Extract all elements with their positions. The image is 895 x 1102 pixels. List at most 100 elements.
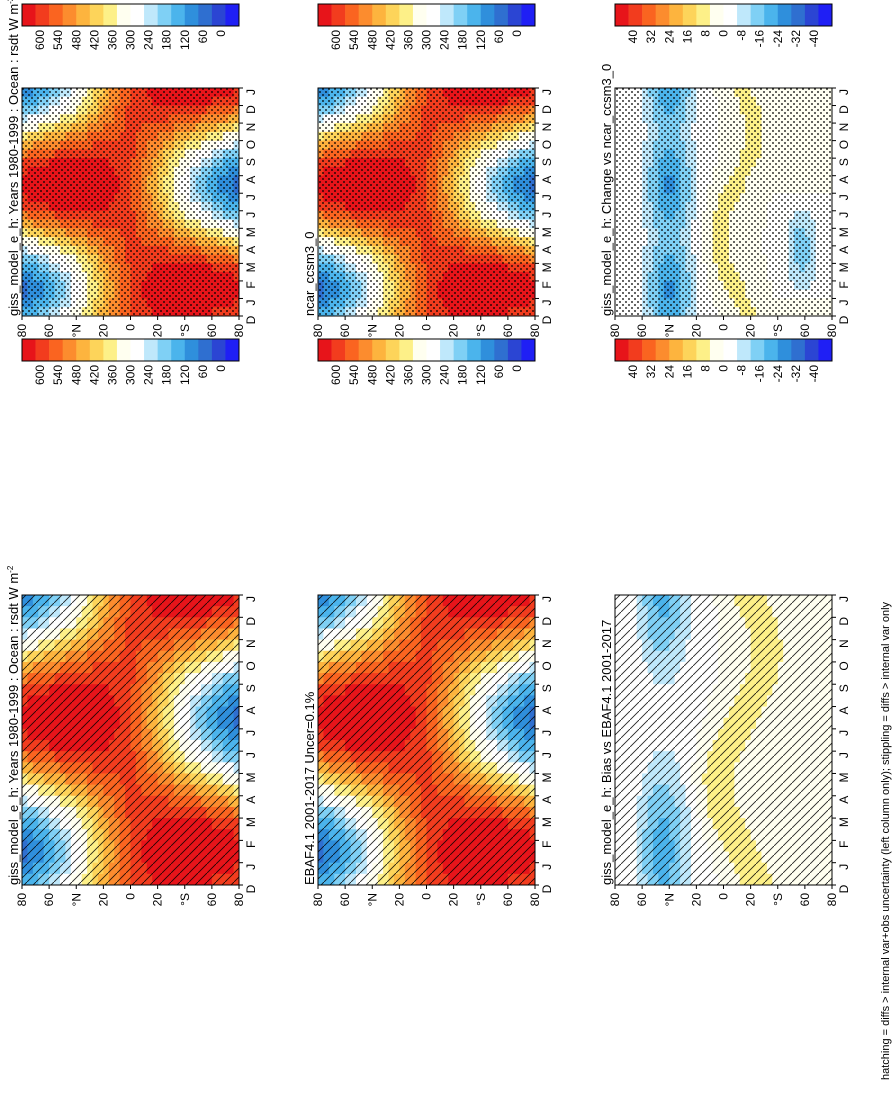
month-tick-label: S	[244, 158, 258, 166]
month-tick-label: J	[540, 864, 554, 870]
month-tick-label: J	[244, 89, 258, 95]
month-tick-label: N	[244, 123, 258, 132]
month-tick-label: D	[244, 105, 258, 114]
month-tick-label: D	[244, 617, 258, 626]
month-tick-label: M	[244, 262, 258, 272]
month-tick-label: A	[540, 707, 554, 715]
colorbar-swatch	[507, 4, 522, 26]
lat-tick-label: 80	[15, 893, 29, 907]
month-tick-label: J	[244, 212, 258, 218]
colorbar-swatch	[198, 4, 213, 26]
colorbar-swatch	[130, 4, 145, 26]
colorbar-swatch	[372, 4, 387, 26]
colorbar-swatch	[49, 339, 63, 361]
stippling-overlay	[22, 88, 239, 316]
lat-tick-label: °N	[69, 324, 83, 337]
month-tick-label: N	[540, 639, 554, 648]
colorbar-swatch	[318, 339, 332, 361]
month-tick-label: N	[244, 639, 258, 648]
colorbar-swatch	[412, 339, 427, 361]
colorbar-swatch	[440, 4, 454, 26]
colorbar-label: 300	[124, 30, 138, 50]
hatching-overlay	[22, 595, 239, 885]
lat-tick-label: 20	[392, 324, 406, 338]
month-tick-label: J	[244, 864, 258, 870]
colorbar-label: 240	[438, 365, 452, 385]
colorbar-label: 60	[492, 30, 506, 44]
lat-tick-label: °S	[474, 324, 488, 337]
month-tick-label: S	[540, 684, 554, 692]
colorbar-label: 420	[383, 365, 397, 385]
colorbar-swatch	[35, 339, 50, 361]
colorbar-swatch	[358, 4, 373, 26]
colorbar-label: 180	[160, 365, 174, 385]
colorbar-label: 600	[329, 365, 343, 385]
colorbar-swatch	[318, 4, 332, 26]
colorbar-label: 360	[105, 365, 119, 385]
month-tick-label: M	[540, 262, 554, 272]
colorbar-label: 420	[87, 30, 101, 50]
colorbar-label: 600	[329, 30, 343, 50]
colorbar-swatch	[62, 339, 77, 361]
lat-tick-label: 80	[15, 324, 29, 338]
colorbar-swatch	[426, 4, 441, 26]
colorbar-swatch	[467, 4, 482, 26]
colorbar-swatch	[171, 4, 186, 26]
month-tick-label: J	[244, 752, 258, 758]
colorbar-swatch	[157, 4, 172, 26]
colorbar-label: 300	[420, 30, 434, 50]
lat-tick-label: 0	[420, 893, 434, 900]
colorbar-swatch	[22, 339, 36, 361]
lat-tick-label: °S	[474, 893, 488, 906]
month-tick-label: J	[244, 299, 258, 305]
lat-tick-label: 20	[96, 893, 110, 907]
colorbar-label: 480	[365, 365, 379, 385]
colorbar-label: 480	[69, 365, 83, 385]
colorbar-label: 540	[51, 365, 65, 385]
colorbar-swatch	[144, 4, 158, 26]
lat-tick-label: 80	[311, 324, 325, 338]
month-tick-label: M	[540, 817, 554, 827]
lat-tick-label: 80	[528, 324, 542, 338]
colorbar-swatch	[225, 339, 240, 361]
lat-tick-label: °S	[178, 893, 192, 906]
month-tick-label: S	[244, 684, 258, 692]
lat-tick-label: 80	[232, 893, 246, 907]
lat-tick-label: 20	[96, 324, 110, 338]
colorbar-swatch	[103, 339, 118, 361]
colorbar-label: 0	[214, 30, 228, 37]
lat-tick-label: 60	[501, 893, 515, 907]
colorbar-label: 300	[124, 365, 138, 385]
colorbar-swatch	[211, 4, 226, 26]
month-tick-label: J	[244, 596, 258, 602]
lat-tick-label: °N	[365, 893, 379, 906]
colorbar-swatch	[211, 339, 226, 361]
month-tick-label: D	[244, 884, 258, 893]
colorbar-label: 120	[474, 30, 488, 50]
month-tick-label: J	[540, 194, 554, 200]
colorbar-label: 60	[196, 30, 210, 44]
lat-tick-label: 60	[42, 324, 56, 338]
month-tick-label: M	[244, 817, 258, 827]
colorbar-label: 0	[510, 365, 524, 372]
month-tick-label: D	[244, 315, 258, 324]
colorbar-swatch	[467, 339, 482, 361]
colorbar-swatch	[480, 4, 495, 26]
month-tick-label: A	[244, 796, 258, 804]
month-tick-label: A	[540, 246, 554, 254]
lat-tick-label: °N	[365, 324, 379, 337]
month-tick-label: M	[540, 227, 554, 237]
colorbar-swatch	[76, 339, 91, 361]
hatching-overlay	[318, 595, 535, 885]
colorbar-label: 420	[383, 30, 397, 50]
lat-tick-label: 20	[151, 893, 165, 907]
colorbar-label: 180	[160, 30, 174, 50]
lat-tick-label: 80	[311, 893, 325, 907]
colorbar-swatch	[225, 4, 240, 26]
